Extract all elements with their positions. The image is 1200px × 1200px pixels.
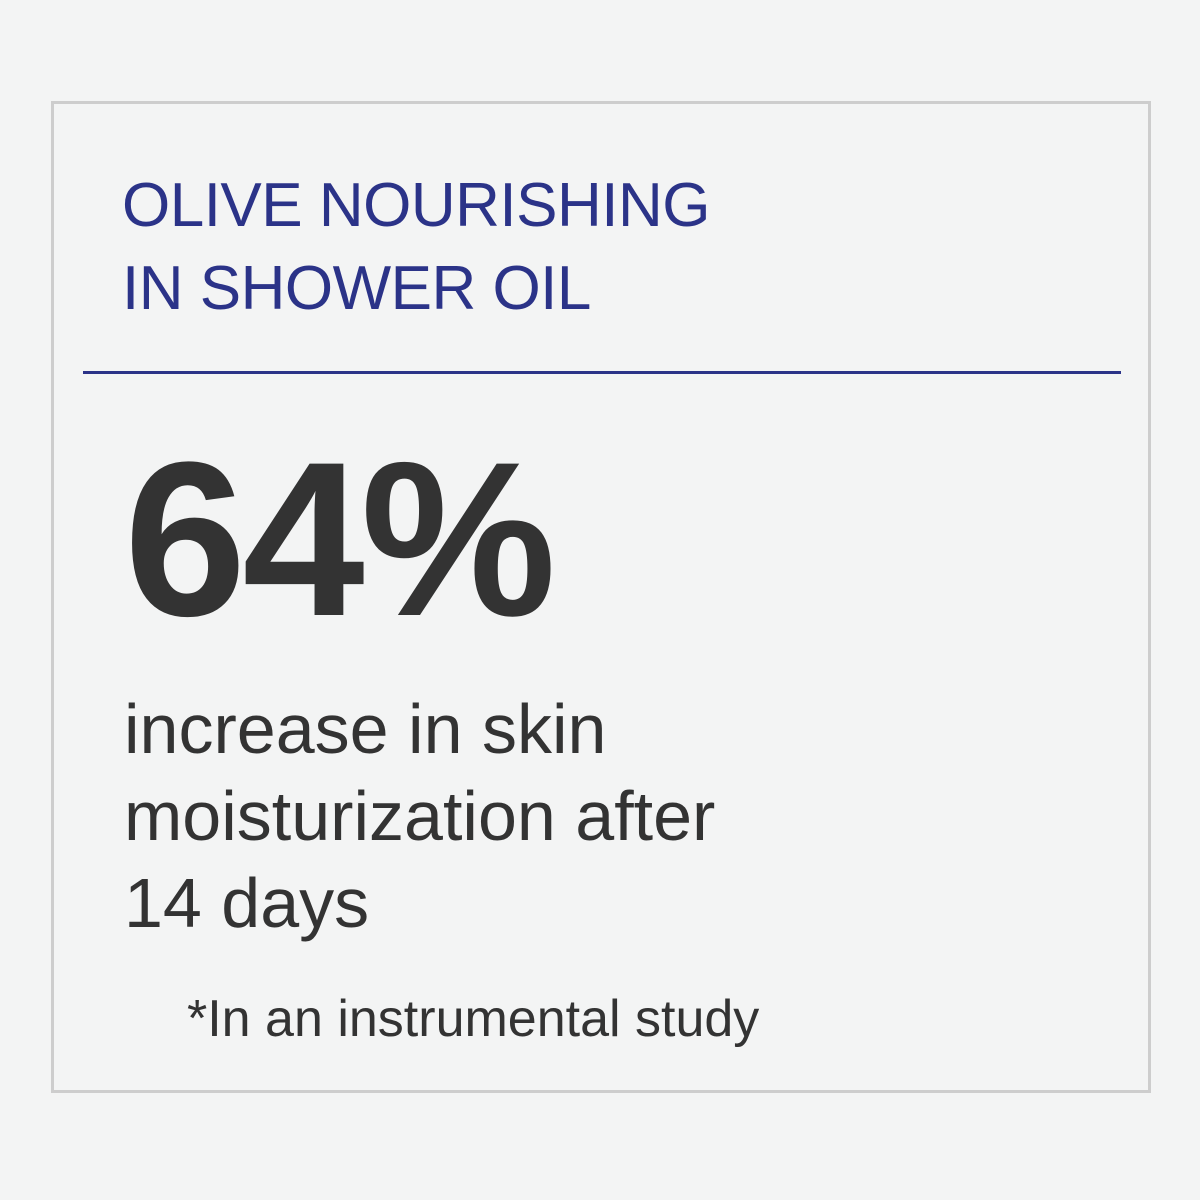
stat-description: increase in skin moisturization after 14… — [124, 686, 1024, 947]
description-line-2: moisturization after — [124, 777, 716, 855]
description-line-3: 14 days — [124, 864, 370, 942]
footnote: *In an instrumental study — [187, 990, 760, 1048]
claim-card: OLIVE NOURISHING IN SHOWER OIL 64% incre… — [51, 101, 1151, 1093]
stat-value: 64% — [124, 416, 556, 662]
description-line-1: increase in skin — [124, 690, 607, 768]
divider — [83, 371, 1121, 374]
product-title-line-1: OLIVE NOURISHING — [122, 171, 711, 240]
product-title: OLIVE NOURISHING IN SHOWER OIL — [122, 164, 711, 330]
product-title-line-2: IN SHOWER OIL — [122, 254, 591, 323]
